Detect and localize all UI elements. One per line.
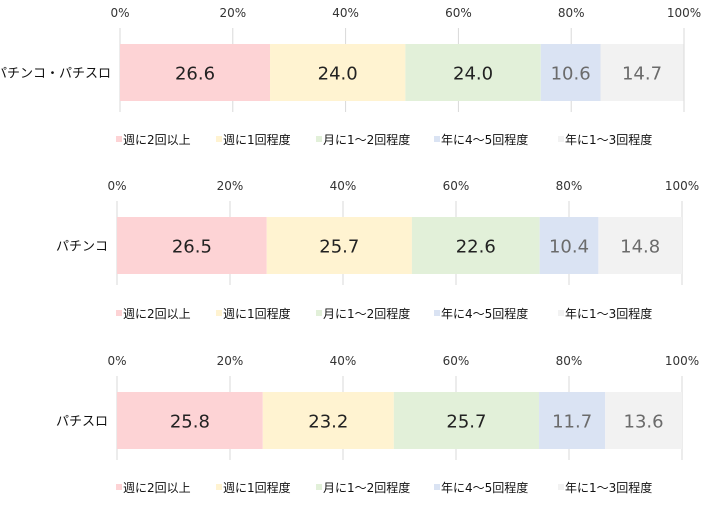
bar-segment: [598, 217, 682, 274]
legend-label: 月に1～2回程度: [323, 306, 410, 321]
legend-label: 年に4～5回程度: [441, 306, 528, 321]
legend-label: 年に1～3回程度: [565, 306, 652, 321]
legend-label: 年に1～3回程度: [565, 480, 652, 495]
legend-label: 月に1～2回程度: [323, 132, 410, 147]
x-tick-label: 80%: [556, 179, 583, 193]
bar-segment: [270, 44, 406, 101]
legend-swatch: [216, 484, 222, 490]
x-tick-label: 20%: [219, 6, 246, 20]
bar-segment: [605, 392, 682, 449]
x-tick-label: 100%: [665, 354, 699, 368]
bar-segment: [540, 44, 601, 101]
legend-label: 年に4～5回程度: [441, 480, 528, 495]
x-tick-label: 0%: [110, 6, 129, 20]
data-label: 25.7: [446, 412, 486, 433]
data-label: 14.7: [622, 64, 662, 85]
data-label: 22.6: [456, 237, 496, 258]
bar-segment: [120, 44, 271, 101]
data-label: 14.8: [620, 237, 660, 258]
bar-segment: [262, 392, 394, 449]
bar-segment: [411, 217, 540, 274]
legend-label: 週に1回程度: [223, 480, 291, 495]
legend-swatch: [434, 484, 440, 490]
category-label: パチンコ・パチスロ: [0, 67, 111, 82]
legend-label: 月に1～2回程度: [323, 480, 410, 495]
bar-segment: [393, 392, 540, 449]
x-tick-label: 80%: [558, 6, 585, 20]
bar-segment: [117, 217, 267, 274]
data-label: 23.2: [308, 412, 348, 433]
data-label: 25.7: [319, 237, 359, 258]
legend-swatch: [558, 136, 564, 142]
bar-segment: [266, 217, 412, 274]
legend-label: 年に1～3回程度: [565, 132, 652, 147]
data-label: 24.0: [453, 64, 493, 85]
category-label: パチンコ: [56, 240, 108, 255]
legend-label: 年に4～5回程度: [441, 132, 528, 147]
data-label: 10.4: [549, 237, 589, 258]
legend-swatch: [316, 484, 322, 490]
x-tick-label: 80%: [556, 354, 583, 368]
x-tick-label: 40%: [330, 179, 357, 193]
legend-swatch: [316, 310, 322, 316]
x-tick-label: 100%: [667, 6, 701, 20]
data-label: 26.5: [172, 237, 212, 258]
legend-swatch: [216, 310, 222, 316]
x-tick-label: 60%: [445, 6, 472, 20]
legend-label: 週に2回以上: [123, 133, 191, 147]
legend-swatch: [434, 310, 440, 316]
bar-segment: [539, 392, 606, 449]
data-label: 13.6: [624, 412, 664, 433]
x-tick-label: 60%: [443, 354, 470, 368]
legend-swatch: [558, 484, 564, 490]
x-tick-label: 60%: [443, 179, 470, 193]
legend-swatch: [216, 136, 222, 142]
bar-segment: [117, 392, 263, 449]
legend-swatch: [116, 136, 122, 142]
x-tick-label: 20%: [217, 179, 244, 193]
legend-swatch: [558, 310, 564, 316]
data-label: 10.6: [551, 64, 591, 85]
legend-swatch: [116, 484, 122, 490]
data-label: 11.7: [552, 412, 592, 433]
x-tick-label: 40%: [330, 354, 357, 368]
x-tick-label: 0%: [107, 179, 126, 193]
bar-segment: [539, 217, 599, 274]
bar-segment: [600, 44, 684, 101]
data-label: 25.8: [170, 412, 210, 433]
data-label: 26.6: [175, 64, 215, 85]
x-tick-label: 40%: [332, 6, 359, 20]
legend-label: 週に2回以上: [123, 481, 191, 495]
legend-swatch: [434, 136, 440, 142]
category-label: パチスロ: [56, 415, 108, 430]
x-tick-label: 0%: [107, 354, 126, 368]
legend-swatch: [116, 310, 122, 316]
legend-swatch: [316, 136, 322, 142]
bar-segment: [405, 44, 541, 101]
legend-label: 週に2回以上: [123, 307, 191, 321]
data-label: 24.0: [318, 64, 358, 85]
legend-label: 週に1回程度: [223, 132, 291, 147]
x-tick-label: 100%: [665, 179, 699, 193]
legend-label: 週に1回程度: [223, 306, 291, 321]
x-tick-label: 20%: [217, 354, 244, 368]
